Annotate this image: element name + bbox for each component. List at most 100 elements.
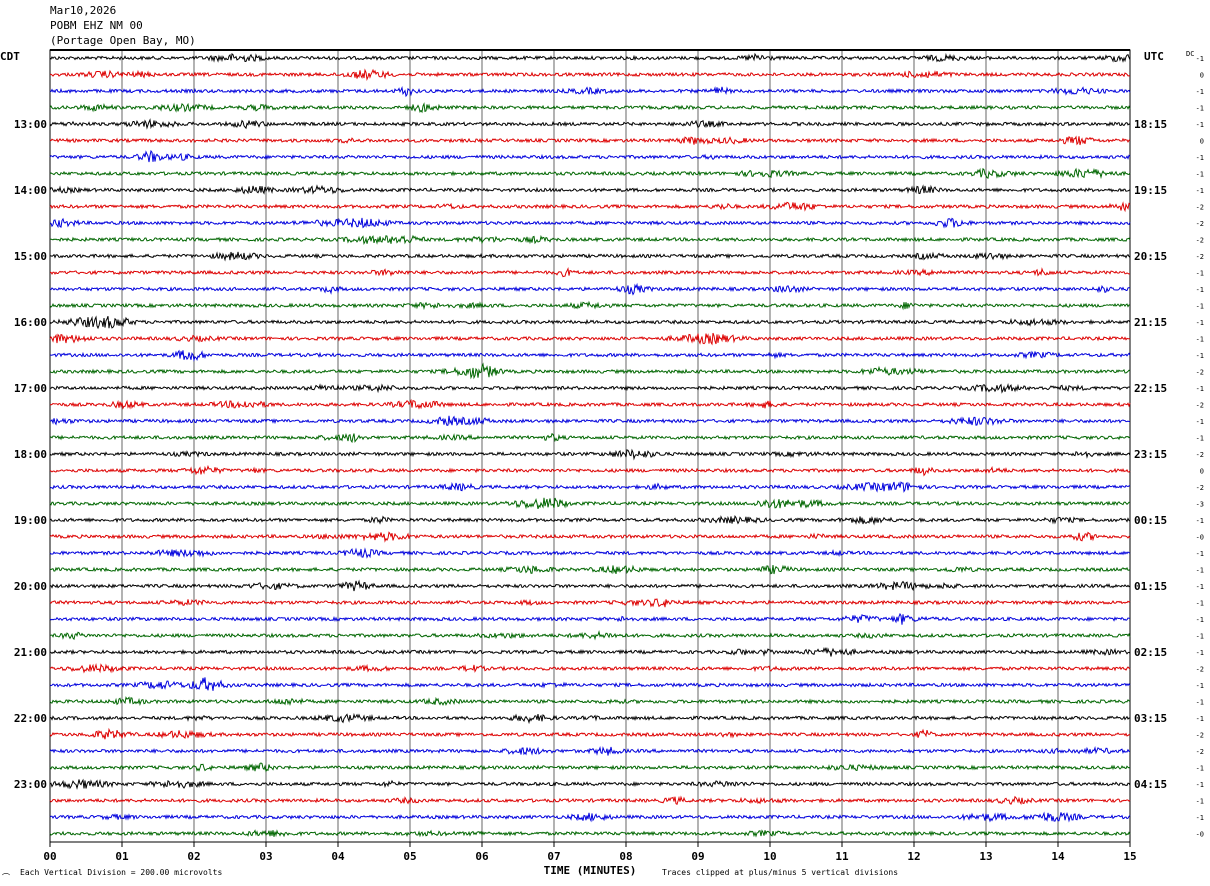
left-hour-label: 14:00 [14, 184, 47, 197]
dc-offset-label: 0 [1200, 72, 1204, 80]
dc-offset-label: -1 [1196, 187, 1204, 195]
left-hour-label: 18:00 [14, 448, 47, 461]
seismic-trace-row [49, 315, 1131, 330]
left-hour-label: 20:00 [14, 580, 47, 593]
dc-header-label: DC [1186, 50, 1194, 58]
left-timezone-label: CDT [0, 50, 20, 63]
right-hour-label: 01:15 [1134, 580, 1167, 593]
right-hour-label: 03:15 [1134, 712, 1167, 725]
right-hour-label: 22:15 [1134, 382, 1167, 395]
dc-offset-label: -1 [1196, 715, 1204, 723]
left-hour-label: 13:00 [14, 118, 47, 131]
dc-offset-label: -2 [1196, 237, 1204, 245]
seismic-trace-row [49, 234, 1131, 246]
dc-offset-label: -1 [1196, 600, 1204, 608]
dc-offset-label: -1 [1196, 171, 1204, 179]
x-tick-label: 04 [331, 850, 345, 863]
seismic-trace-row [49, 762, 1131, 773]
dc-offset-label: -1 [1196, 682, 1204, 690]
location-label: (Portage Open Bay, MO) [50, 34, 196, 47]
dc-offset-label: -1 [1196, 765, 1204, 773]
right-hour-label: 02:15 [1134, 646, 1167, 659]
dc-offset-label: -1 [1196, 583, 1204, 591]
seismic-trace-row [49, 149, 1131, 163]
dc-offset-label: -1 [1196, 517, 1204, 525]
seismic-trace-row [49, 579, 1131, 592]
footer-clip-note: Traces clipped at plus/minus 5 vertical … [662, 868, 898, 877]
seismic-trace-row [49, 531, 1131, 543]
dc-offset-label: -1 [1196, 633, 1204, 641]
dc-offset-label: -1 [1196, 286, 1204, 294]
dc-offset-label: -1 [1196, 435, 1204, 443]
dc-offset-label: -2 [1196, 748, 1204, 756]
seismic-trace-row [49, 497, 1131, 510]
seismic-trace-row [49, 677, 1131, 691]
left-hour-label: 22:00 [14, 712, 47, 725]
seismic-trace-row [49, 52, 1131, 63]
left-hour-label: 19:00 [14, 514, 47, 527]
seismic-trace-row [49, 696, 1131, 707]
dc-offset-label: -2 [1196, 220, 1204, 228]
seismic-trace-row [49, 514, 1131, 526]
seismic-trace-row [49, 662, 1131, 674]
left-hour-label: 17:00 [14, 382, 47, 395]
seismic-trace-row [49, 712, 1131, 725]
dc-offset-label: -3 [1196, 501, 1204, 509]
seismic-trace-row [49, 795, 1131, 806]
dc-offset-label: -1 [1196, 336, 1204, 344]
x-axis-title: TIME (MINUTES) [544, 864, 637, 877]
seismic-trace-row [49, 464, 1131, 477]
x-tick-label: 00 [43, 850, 56, 863]
corner-mark: ⌒ [2, 873, 10, 882]
dc-offset-label: -2 [1196, 451, 1204, 459]
seismic-trace-row [49, 184, 1131, 195]
dc-offset-label: -1 [1196, 352, 1204, 360]
seismic-trace-row [49, 383, 1131, 394]
seismic-trace-row [49, 646, 1131, 657]
dc-offset-label: -1 [1196, 699, 1204, 707]
seismic-trace-row [49, 201, 1131, 213]
seismic-trace-row [49, 727, 1131, 740]
right-hour-label: 20:15 [1134, 250, 1167, 263]
seismic-trace-row [49, 349, 1131, 362]
date-label: Mar10,2026 [50, 4, 117, 17]
dc-offset-label: -1 [1196, 154, 1204, 162]
left-hour-label: 23:00 [14, 778, 47, 791]
seismic-trace-row [49, 547, 1131, 559]
seismic-trace-row [49, 829, 1131, 838]
seismic-trace-row [49, 448, 1131, 461]
left-hour-label: 16:00 [14, 316, 47, 329]
dc-offset-label: -1 [1196, 649, 1204, 657]
dc-offset-label: -1 [1196, 814, 1204, 822]
station-label: POBM EHZ NM 00 [50, 19, 143, 32]
x-tick-label: 10 [763, 850, 776, 863]
dc-offset-label: -1 [1196, 270, 1204, 278]
x-tick-label: 13 [979, 850, 992, 863]
x-tick-label: 01 [115, 850, 129, 863]
left-hour-label: 15:00 [14, 250, 47, 263]
seismic-trace-row [49, 612, 1130, 625]
dc-offset-label: -0 [1196, 831, 1204, 839]
x-tick-label: 09 [691, 850, 704, 863]
seismic-trace-row [49, 86, 1131, 98]
dc-offset-label: -1 [1196, 105, 1204, 113]
seismic-trace-row [49, 811, 1131, 823]
right-hour-label: 18:15 [1134, 118, 1167, 131]
x-tick-label: 11 [835, 850, 849, 863]
x-tick-label: 12 [907, 850, 920, 863]
dc-offset-label: -1 [1196, 418, 1204, 426]
right-hour-label: 23:15 [1134, 448, 1167, 461]
seismic-trace-row [49, 266, 1131, 278]
seismic-trace-row [49, 362, 1131, 380]
seismic-trace-row [49, 398, 1131, 410]
left-hour-label: 21:00 [14, 646, 47, 659]
dc-offset-label: -0 [1196, 534, 1204, 542]
x-tick-label: 05 [403, 850, 416, 863]
dc-offset-label: -1 [1196, 121, 1204, 129]
x-tick-label: 02 [187, 850, 200, 863]
dc-offset-label: -1 [1196, 385, 1204, 393]
x-tick-label: 08 [619, 850, 632, 863]
seismic-trace-row [49, 433, 1131, 444]
dc-offset-label: -1 [1196, 781, 1204, 789]
